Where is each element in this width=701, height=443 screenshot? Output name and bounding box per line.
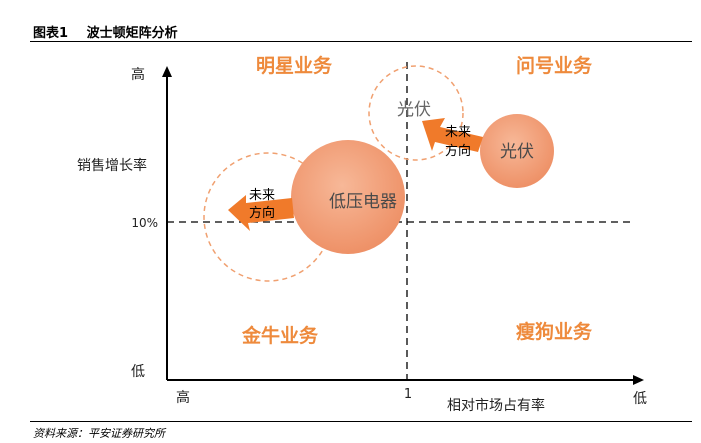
- pv-arrow-label-2: 方向: [445, 143, 471, 159]
- quadrant-cashcow-label: 金牛业务: [241, 324, 319, 347]
- pv-direction-arrow: [422, 118, 483, 152]
- figure-title: 波士顿矩阵分析: [86, 26, 178, 41]
- pv-future-circle: [368, 65, 464, 161]
- lv-current-bubble: [291, 140, 405, 254]
- pv-current-label: 光伏: [500, 142, 534, 162]
- quadrant-star-label: 明星业务: [256, 54, 333, 77]
- lv-direction-arrow: [228, 195, 294, 231]
- quadrant-question-label: 问号业务: [516, 54, 593, 77]
- x-axis-mid: 1: [404, 387, 412, 402]
- x-axis-arrowhead: [633, 375, 644, 385]
- lv-arrow-label-1: 未来: [249, 188, 275, 203]
- y-axis-mid: 10%: [131, 216, 158, 230]
- x-axis-title: 相对市场占有率: [447, 397, 545, 414]
- lv-current-label: 低压电器: [329, 192, 397, 212]
- figure-number: 图表1: [33, 26, 69, 41]
- x-axis-high: 高: [176, 389, 190, 406]
- figure-header: 图表1 波士顿矩阵分析: [33, 22, 178, 41]
- header-divider: [30, 41, 692, 42]
- pv-future-label: 光伏: [397, 100, 431, 120]
- y-axis-high: 高: [131, 66, 145, 83]
- y-axis-title: 销售增长率: [77, 157, 147, 174]
- y-axis-arrowhead: [162, 66, 172, 77]
- x-axis-low: 低: [633, 391, 647, 407]
- y-axis-low: 低: [131, 364, 145, 380]
- pv-arrow-label-1: 未来: [445, 125, 471, 140]
- source-note: 资料来源：平安证券研究所: [33, 427, 165, 440]
- pv-current-bubble: [480, 114, 554, 188]
- quadrant-dog-label: 瘦狗业务: [516, 320, 593, 343]
- lv-arrow-label-2: 方向: [249, 205, 275, 221]
- footer-divider: [30, 421, 692, 422]
